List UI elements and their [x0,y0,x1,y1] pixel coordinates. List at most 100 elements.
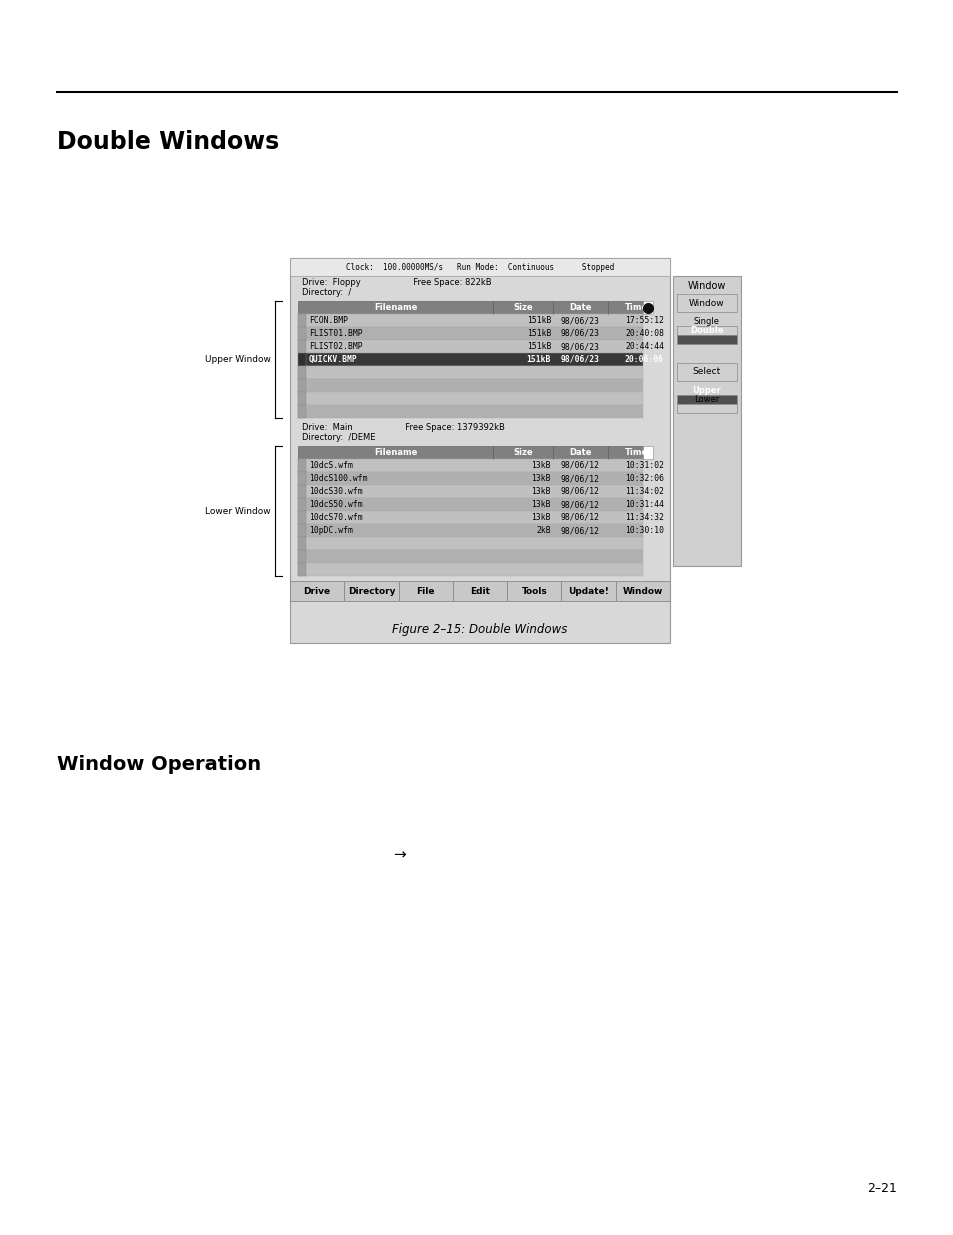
Text: Filename: Filename [374,303,416,312]
Text: 13kB: 13kB [531,487,551,496]
Bar [677,395,737,404]
Text: 11:34:02: 11:34:02 [624,487,663,496]
Bar [297,353,306,366]
Text: Window: Window [687,282,725,291]
Text: 20:44:44: 20:44:44 [624,342,663,351]
Bar [297,472,642,485]
Bar [677,404,737,412]
Text: Double: Double [690,326,723,335]
Text: Lower Window: Lower Window [205,506,271,515]
Text: QUICKV.BMP: QUICKV.BMP [309,354,357,364]
Bar [297,353,642,366]
Text: 151kB: 151kB [526,329,551,338]
Bar [297,563,306,576]
Text: 98/06/12: 98/06/12 [560,500,599,509]
Text: Select: Select [692,368,720,377]
Text: →: → [394,847,406,862]
Text: 17:55:12: 17:55:12 [624,316,663,325]
Bar [297,314,306,327]
Text: 98/06/23: 98/06/23 [560,354,599,364]
Text: 98/06/12: 98/06/12 [560,461,599,471]
Bar [297,511,306,524]
Bar [344,580,398,601]
Text: Size: Size [513,303,533,312]
Text: 151kB: 151kB [526,354,551,364]
Bar [290,580,344,601]
Text: Clock:  100.00000MS/s   Run Mode:  Continuous      Stopped: Clock: 100.00000MS/s Run Mode: Continuou… [346,263,614,272]
Text: Drive:  Floppy                    Free Space: 822kB: Drive: Floppy Free Space: 822kB [302,278,491,287]
Text: Update!: Update! [568,587,608,595]
Bar [297,511,642,524]
Text: 13kB: 13kB [531,513,551,522]
Text: 98/06/12: 98/06/12 [560,474,599,483]
Bar [642,446,652,459]
Bar [290,258,669,643]
Bar [297,550,306,563]
Text: Date: Date [569,448,591,457]
Bar [297,405,306,417]
Bar [677,326,737,335]
Text: Size: Size [513,448,533,457]
Text: 13kB: 13kB [531,461,551,471]
Text: Window: Window [688,299,724,308]
Text: 151kB: 151kB [526,342,551,351]
Bar [297,327,642,340]
Text: 13kB: 13kB [531,474,551,483]
Bar [297,537,306,550]
Text: Window: Window [622,587,662,595]
Bar [297,301,642,314]
Text: 10dcS.wfm: 10dcS.wfm [309,461,353,471]
Bar [677,294,737,312]
Text: 98/06/12: 98/06/12 [560,513,599,522]
Text: FLIST01.BMP: FLIST01.BMP [309,329,362,338]
Text: Drive: Drive [303,587,331,595]
Bar [297,563,642,576]
Bar [677,335,737,345]
Text: 2–21: 2–21 [866,1182,896,1195]
Text: FCON.BMP: FCON.BMP [309,316,348,325]
Bar [677,363,737,382]
Text: Drive:  Main                    Free Space: 1379392kB: Drive: Main Free Space: 1379392kB [302,424,504,432]
Text: 98/06/12: 98/06/12 [560,487,599,496]
Text: Upper Window: Upper Window [205,354,271,364]
Text: 98/06/23: 98/06/23 [560,329,599,338]
Text: Date: Date [569,303,591,312]
Text: 20:06:06: 20:06:06 [624,354,663,364]
Bar [290,258,669,275]
Bar [297,524,642,537]
Bar [642,301,652,314]
Text: FLIST02.BMP: FLIST02.BMP [309,342,362,351]
Text: 13kB: 13kB [531,500,551,509]
Bar [297,391,642,405]
Text: 98/06/23: 98/06/23 [560,316,599,325]
Bar [297,340,642,353]
Bar [297,366,306,379]
Text: 10:32:06: 10:32:06 [624,474,663,483]
Text: 10pDC.wfm: 10pDC.wfm [309,526,353,535]
Bar [398,580,453,601]
Text: Upper: Upper [692,387,720,395]
Text: Window Operation: Window Operation [57,755,261,774]
Text: 10dcS70.wfm: 10dcS70.wfm [309,513,362,522]
Text: 20:40:08: 20:40:08 [624,329,663,338]
Bar [297,379,642,391]
Text: 98/06/12: 98/06/12 [560,526,599,535]
Text: 10:31:44: 10:31:44 [624,500,663,509]
Bar [297,391,306,405]
Bar [297,498,306,511]
Bar [615,580,669,601]
Bar [297,405,642,417]
Text: Double Windows: Double Windows [57,130,279,154]
Text: 98/06/23: 98/06/23 [560,342,599,351]
Text: 151kB: 151kB [526,316,551,325]
Bar [297,327,306,340]
Text: Filename: Filename [374,448,416,457]
Text: 10:30:10: 10:30:10 [624,526,663,535]
Bar [297,550,642,563]
Text: Time: Time [625,303,648,312]
Bar [297,314,642,327]
Text: 2kB: 2kB [536,526,551,535]
Text: 10dcS100.wfm: 10dcS100.wfm [309,474,367,483]
Text: 10dcS50.wfm: 10dcS50.wfm [309,500,362,509]
Bar [507,580,560,601]
